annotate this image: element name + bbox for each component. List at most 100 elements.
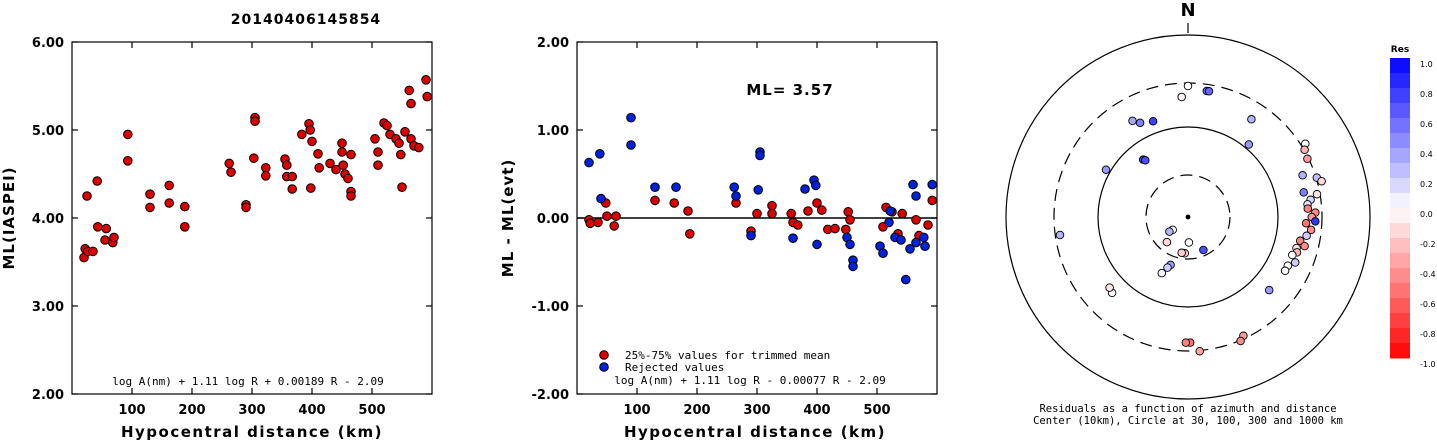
station-marker bbox=[1055, 230, 1065, 240]
data-point bbox=[123, 129, 133, 140]
data-point bbox=[88, 246, 98, 257]
data-point bbox=[101, 223, 111, 234]
data-point bbox=[908, 179, 918, 190]
data-point bbox=[226, 167, 236, 177]
data-point bbox=[920, 241, 930, 251]
data-point bbox=[626, 140, 636, 150]
data-point bbox=[314, 163, 325, 173]
colorbar-swatch bbox=[1390, 238, 1410, 254]
station-marker bbox=[1312, 189, 1322, 199]
station-marker bbox=[1199, 245, 1208, 255]
data-point bbox=[305, 125, 316, 135]
x-axis-label: Hypocentral distance (km) bbox=[624, 423, 886, 441]
y-tick-label: 0.00 bbox=[537, 212, 569, 227]
data-point bbox=[884, 217, 894, 228]
data-point bbox=[404, 85, 415, 96]
data-point bbox=[596, 193, 606, 204]
station-marker bbox=[1306, 225, 1316, 235]
azimuth-distance-plot: N Residuals as a function of azimuth and… bbox=[1005, 0, 1371, 427]
colorbar-swatch bbox=[1390, 193, 1410, 209]
x-tick-label: 400 bbox=[803, 403, 830, 418]
data-point bbox=[584, 157, 594, 168]
data-point bbox=[786, 208, 797, 219]
station-marker bbox=[1128, 116, 1137, 126]
station-marker bbox=[1162, 237, 1172, 247]
data-point bbox=[370, 134, 380, 144]
data-point bbox=[896, 235, 906, 245]
data-point bbox=[911, 237, 921, 248]
colorbar-label: -0.6 bbox=[1420, 300, 1436, 309]
data-point bbox=[671, 182, 681, 192]
data-point bbox=[100, 235, 110, 245]
data-point bbox=[919, 232, 929, 243]
data-point bbox=[731, 191, 741, 201]
ml-vs-distance-plot: 2.00 3.00 4.00 5.00 6.00 100 200 300 400 500 log… bbox=[0, 36, 433, 441]
legend-marker-rejected bbox=[599, 362, 609, 372]
data-point bbox=[224, 158, 234, 169]
station-marker bbox=[1301, 218, 1311, 228]
data-point bbox=[911, 215, 921, 225]
x-tick-label: 200 bbox=[178, 403, 205, 418]
colorbar-label: 0.8 bbox=[1420, 90, 1433, 99]
station-marker bbox=[1300, 145, 1309, 154]
x-tick-label: 300 bbox=[238, 403, 265, 418]
data-point bbox=[685, 229, 695, 239]
station-marker bbox=[1303, 204, 1313, 213]
station-marker bbox=[1302, 231, 1311, 241]
data-point bbox=[811, 180, 821, 191]
colorbar-swatch bbox=[1390, 163, 1410, 179]
y-tick-label: -2.00 bbox=[532, 388, 569, 403]
colorbar-swatch bbox=[1390, 328, 1410, 344]
colorbar-labels: 1.0 0.8 0.6 0.4 0.2 0.0 -0.2 -0.4 -0.6 -0.8 -1.0 bbox=[1420, 60, 1436, 369]
data-point bbox=[609, 221, 620, 231]
colorbar-swatch bbox=[1390, 208, 1410, 224]
x-tick-label: 300 bbox=[743, 403, 770, 418]
colorbar-swatch bbox=[1390, 88, 1410, 104]
data-points bbox=[79, 75, 433, 263]
data-point bbox=[325, 158, 335, 169]
data-point bbox=[752, 208, 762, 219]
data-point bbox=[406, 98, 416, 109]
station-marker bbox=[1300, 241, 1309, 251]
colorbar-label: -0.8 bbox=[1420, 330, 1436, 339]
data-point bbox=[422, 91, 433, 102]
data-point bbox=[93, 222, 103, 232]
data-point bbox=[337, 138, 347, 148]
data-point bbox=[585, 218, 596, 229]
data-point bbox=[812, 239, 822, 250]
data-point bbox=[421, 75, 431, 85]
data-point bbox=[394, 138, 404, 148]
data-point bbox=[145, 202, 155, 213]
data-point bbox=[767, 200, 777, 211]
data-point bbox=[180, 201, 190, 212]
data-point bbox=[897, 208, 908, 219]
data-point bbox=[812, 198, 822, 208]
station-marker bbox=[1311, 217, 1320, 226]
data-point bbox=[817, 205, 827, 215]
colorbar-swatch bbox=[1390, 178, 1410, 194]
data-point bbox=[282, 160, 292, 170]
data-point bbox=[683, 206, 693, 216]
data-point bbox=[905, 244, 915, 254]
y-tick-label: 1.00 bbox=[537, 124, 569, 139]
colorbar-swatch bbox=[1390, 313, 1410, 329]
data-point bbox=[164, 180, 174, 191]
x-tick-label: 400 bbox=[298, 403, 325, 418]
data-point bbox=[845, 215, 855, 225]
residual-vs-distance-plot: -2.00 -1.00 0.00 1.00 2.00 100 200 300 400 500 M… bbox=[499, 36, 938, 441]
colorbar-swatch bbox=[1390, 298, 1410, 314]
station-marker bbox=[1204, 87, 1214, 96]
y-tick-label: 3.00 bbox=[32, 300, 64, 315]
magnitude-formula: log A(nm) + 1.11 log R + 0.00189 R - 2.0… bbox=[112, 375, 384, 388]
data-point bbox=[287, 184, 298, 194]
data-point bbox=[382, 120, 392, 131]
data-point bbox=[331, 164, 341, 175]
station-marker bbox=[1177, 92, 1186, 102]
station-marker bbox=[1236, 336, 1245, 346]
colorbar-title: Res bbox=[1391, 45, 1409, 55]
data-point bbox=[595, 149, 605, 159]
station-marker bbox=[1264, 285, 1274, 295]
colorbar-label: 0.0 bbox=[1420, 210, 1433, 219]
colorbar-swatch bbox=[1390, 343, 1410, 359]
